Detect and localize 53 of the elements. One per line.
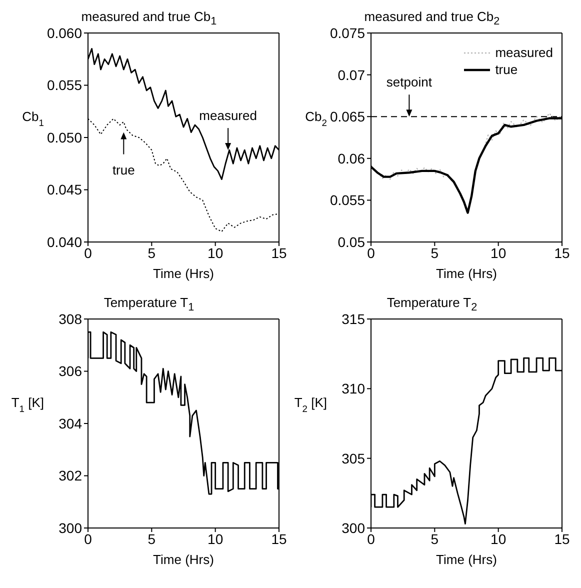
y-tick-label: 0.055 [330, 192, 366, 208]
x-axis-title: Time (Hrs) [436, 552, 497, 567]
x-tick-label: 10 [490, 530, 506, 547]
y-tick-label: 302 [58, 468, 82, 484]
y-tick-label: 0.06 [338, 150, 366, 166]
x-tick-label: 15 [271, 530, 287, 547]
x-tick-label: 0 [84, 244, 92, 261]
x-axis-title: Time (Hrs) [153, 266, 214, 281]
y-tick-label: 0.055 [46, 77, 82, 94]
y-tick-label: 305 [342, 450, 366, 466]
y-tick-label: 300 [342, 520, 366, 536]
x-tick-label: 10 [208, 244, 224, 261]
y-tick-label: 0.075 [330, 24, 366, 41]
y-tick-label: 0.05 [338, 234, 366, 250]
x-axis-title: Time (Hrs) [436, 266, 497, 281]
chart-title: Temperature T$_{1}$ [102, 294, 196, 314]
y-tick-label: 300 [58, 520, 82, 536]
y-tick-label: 310 [342, 380, 366, 397]
y-tick-label: 0.045 [46, 182, 82, 198]
y-axis-title: T$_{1}$ [K] [11, 394, 44, 414]
annotation: measured [199, 108, 257, 124]
chart-title: Temperature T$_{2}$ [386, 294, 478, 314]
y-tick-label: 315 [342, 310, 366, 327]
y-tick-label: 0.060 [46, 24, 82, 41]
y-tick-label: 0.050 [46, 129, 82, 146]
chart-title: measured and true Cb$_{1}$ [80, 8, 218, 28]
y-tick-label: 0.065 [330, 108, 366, 125]
y-tick-label: 0.07 [338, 66, 366, 83]
x-tick-label: 5 [430, 244, 439, 261]
legend-label: measured [495, 44, 553, 61]
x-tick-label: 15 [554, 244, 570, 261]
x-tick-label: 5 [430, 530, 439, 547]
y-axis-title: Cb$_{2}$ [305, 108, 327, 128]
x-tick-label: 5 [148, 530, 156, 547]
y-tick-label: 306 [58, 363, 82, 380]
y-tick-label: 0.040 [46, 234, 82, 250]
legend-label: true [495, 61, 518, 78]
y-tick-label: 308 [58, 310, 82, 327]
chart-title: measured and true Cb$_{2}$ [363, 8, 501, 28]
y-axis-title: Cb$_{1}$ [22, 108, 44, 128]
x-tick-label: 15 [554, 530, 570, 547]
x-axis-title: Time (Hrs) [153, 552, 214, 567]
x-tick-label: 0 [367, 244, 376, 261]
x-tick-label: 15 [271, 244, 287, 261]
x-tick-label: 0 [84, 530, 92, 547]
annotation: true [112, 162, 135, 178]
x-tick-label: 0 [367, 530, 376, 547]
y-axis-title: T$_{2}$ [K] [294, 394, 327, 414]
annotation: setpoint [386, 74, 432, 90]
x-tick-label: 10 [208, 530, 224, 547]
x-tick-label: 5 [148, 244, 156, 261]
y-tick-label: 304 [58, 415, 82, 432]
x-tick-label: 10 [490, 244, 506, 261]
